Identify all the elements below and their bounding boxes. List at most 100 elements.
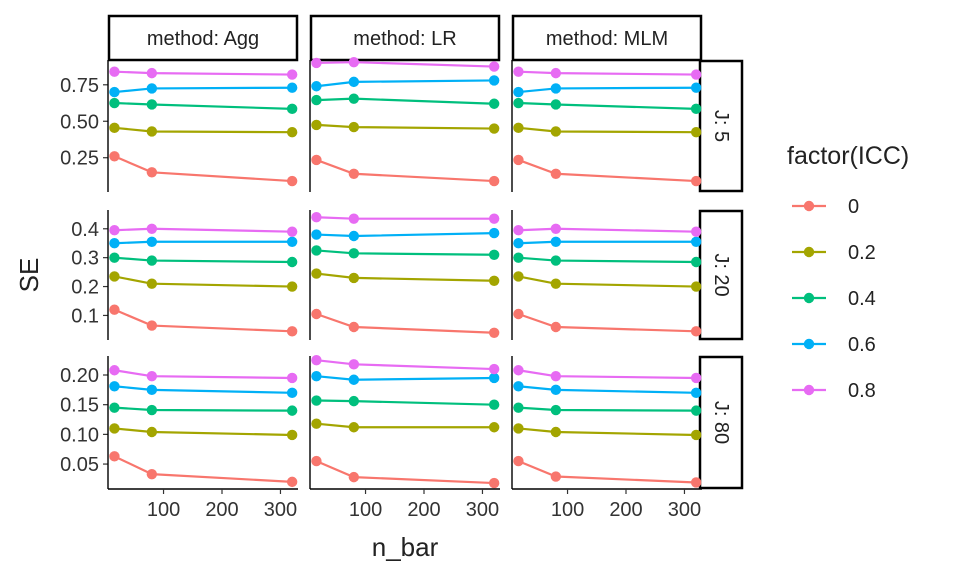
facet-strip-column: method: Agg: [107, 14, 299, 62]
data-point: [513, 66, 524, 77]
data-point: [690, 477, 702, 488]
strip-box: [107, 14, 299, 62]
data-point: [488, 275, 500, 286]
data-point: [690, 126, 702, 138]
data-point: [550, 384, 562, 396]
legend-key: 0: [792, 196, 859, 218]
series-line-0-4: [114, 256, 293, 264]
strip-box: [309, 14, 501, 62]
data-point: [550, 99, 562, 110]
data-point: [690, 372, 702, 384]
x-tick-label: 200: [609, 499, 642, 521]
y-tick-label: 0.2: [71, 277, 99, 299]
series-line-0-2: [518, 275, 697, 288]
data-point: [286, 175, 298, 187]
data-point: [513, 252, 524, 263]
facet-panel: [309, 354, 500, 489]
data-point: [690, 429, 702, 441]
data-point: [690, 103, 702, 115]
strip-box: [698, 59, 744, 193]
legend-key: 0.6: [792, 334, 876, 356]
data-point: [550, 426, 562, 438]
data-point: [286, 281, 298, 292]
data-point: [348, 395, 360, 407]
data-point: [348, 56, 360, 68]
x-tick-label: 100: [551, 499, 584, 521]
data-point: [513, 308, 524, 320]
strip-label: J: 80: [710, 401, 732, 444]
data-point: [109, 271, 120, 282]
series-line-0-4: [316, 399, 495, 406]
data-point: [286, 372, 298, 384]
facet-grid: method: Agg method: LR method: MLM J: 5 0.25…: [60, 14, 744, 521]
data-point: [550, 67, 562, 79]
series-line-0-6: [518, 385, 697, 394]
data-point: [513, 122, 524, 134]
data-point: [513, 402, 524, 413]
data-point: [513, 365, 524, 376]
facet-panel: [107, 356, 298, 489]
series-line-0-2: [316, 272, 495, 282]
strip-label: J: 20: [710, 253, 732, 296]
facet-strip-row: J: 5: [698, 59, 744, 193]
series-line-0: [518, 158, 697, 183]
series-line-0-4: [518, 101, 697, 110]
series-line-0-8: [114, 369, 293, 380]
data-point: [513, 97, 524, 109]
data-point: [550, 223, 562, 234]
data-point: [146, 167, 158, 178]
data-point: [348, 272, 360, 284]
data-point: [311, 94, 322, 106]
data-point: [109, 66, 120, 77]
series-line-0-8: [518, 369, 697, 380]
data-point: [146, 384, 158, 396]
data-point: [146, 404, 158, 416]
data-point: [286, 226, 298, 237]
legend-label: 0.8: [848, 380, 876, 402]
data-point: [146, 320, 158, 331]
y-tick-label: 0.1: [71, 305, 99, 327]
legend-label: 0.2: [848, 242, 876, 264]
series-line-0-6: [114, 240, 293, 245]
x-axis: 100 200 300: [108, 488, 298, 521]
data-point: [311, 212, 322, 223]
data-point: [286, 429, 298, 441]
legend-key: 0.4: [792, 288, 876, 310]
data-point: [348, 121, 360, 133]
series-line-0-4: [518, 406, 697, 412]
series-line-0-4: [316, 249, 495, 256]
strip-label: method: MLM: [546, 28, 668, 50]
legend-swatch-point: [803, 338, 815, 350]
y-axis: 0.25 0.50 0.75: [60, 75, 108, 170]
data-point: [550, 370, 562, 382]
data-point: [146, 83, 158, 94]
data-point: [690, 69, 702, 80]
y-tick-label: 0.10: [60, 424, 99, 446]
data-point: [690, 281, 702, 292]
series-line-0-8: [114, 70, 293, 76]
data-point: [690, 236, 702, 247]
legend-key: 0.8: [792, 380, 876, 402]
legend-keys: 0 0.2 0.4 0.6 0.8: [792, 196, 876, 402]
data-point: [109, 304, 120, 315]
data-point: [311, 81, 322, 92]
series-line-0-6: [518, 240, 697, 245]
data-point: [550, 236, 562, 247]
strip-label: method: Agg: [147, 28, 259, 50]
data-point: [311, 455, 322, 467]
legend-swatch-point: [803, 292, 815, 304]
data-point: [146, 255, 158, 266]
y-tick-label: 0.50: [60, 111, 99, 133]
data-point: [690, 82, 702, 93]
series-line-0-6: [114, 86, 293, 94]
data-point: [146, 370, 158, 382]
y-tick-label: 0.25: [60, 148, 99, 170]
series-line-0-6: [316, 375, 495, 381]
x-axis-title: n_bar: [372, 532, 439, 562]
data-point: [690, 326, 702, 337]
y-tick-label: 0.3: [71, 248, 99, 270]
y-axis-title: SE: [14, 258, 44, 293]
data-point: [513, 86, 524, 98]
data-point: [109, 225, 120, 236]
